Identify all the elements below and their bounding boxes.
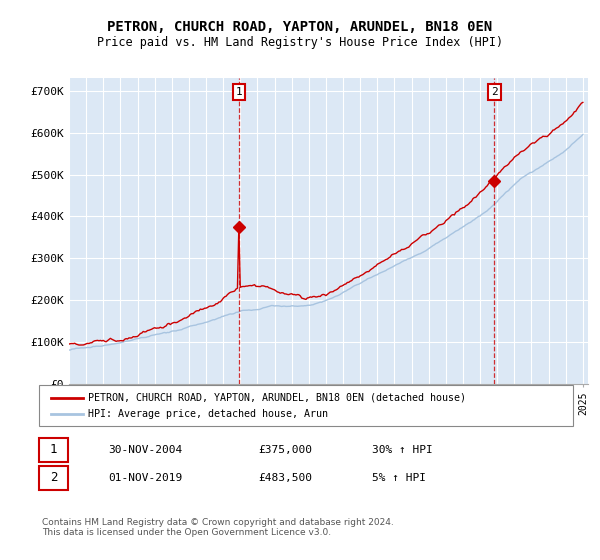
Text: HPI: Average price, detached house, Arun: HPI: Average price, detached house, Arun: [88, 409, 328, 419]
Text: £375,000: £375,000: [258, 445, 312, 455]
Text: Price paid vs. HM Land Registry's House Price Index (HPI): Price paid vs. HM Land Registry's House …: [97, 36, 503, 49]
Text: 01-NOV-2019: 01-NOV-2019: [108, 473, 182, 483]
Text: 30% ↑ HPI: 30% ↑ HPI: [372, 445, 433, 455]
Text: Contains HM Land Registry data © Crown copyright and database right 2024.
This d: Contains HM Land Registry data © Crown c…: [42, 518, 394, 538]
Text: £483,500: £483,500: [258, 473, 312, 483]
Text: 1: 1: [235, 87, 242, 97]
Text: PETRON, CHURCH ROAD, YAPTON, ARUNDEL, BN18 0EN: PETRON, CHURCH ROAD, YAPTON, ARUNDEL, BN…: [107, 20, 493, 34]
Text: 2: 2: [50, 472, 57, 484]
Text: 2: 2: [491, 87, 498, 97]
Text: 30-NOV-2004: 30-NOV-2004: [108, 445, 182, 455]
Text: 5% ↑ HPI: 5% ↑ HPI: [372, 473, 426, 483]
Text: 1: 1: [50, 444, 57, 456]
Text: PETRON, CHURCH ROAD, YAPTON, ARUNDEL, BN18 0EN (detached house): PETRON, CHURCH ROAD, YAPTON, ARUNDEL, BN…: [88, 393, 466, 403]
